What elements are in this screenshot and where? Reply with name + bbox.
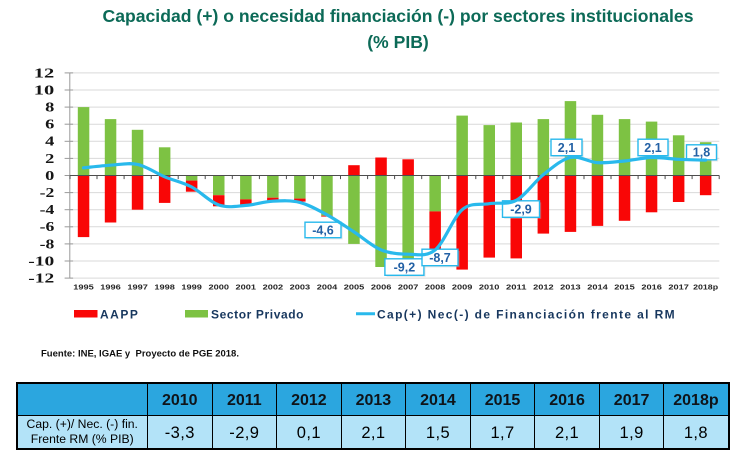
svg-text:4: 4 <box>45 135 54 150</box>
svg-text:2,1: 2,1 <box>558 141 575 155</box>
svg-text:1995: 1995 <box>73 283 94 292</box>
svg-text:6: 6 <box>45 118 54 133</box>
svg-text:2,1: 2,1 <box>644 141 661 155</box>
svg-text:Sector Privado: Sector Privado <box>211 308 304 322</box>
svg-text:-4: -4 <box>40 203 55 218</box>
svg-text:8: 8 <box>45 101 54 116</box>
svg-text:-9,2: -9,2 <box>394 260 416 274</box>
svg-text:2004: 2004 <box>317 283 338 292</box>
svg-text:2002: 2002 <box>263 283 284 292</box>
svg-text:2017: 2017 <box>668 283 689 292</box>
svg-text:10: 10 <box>34 83 55 98</box>
svg-text:-4,6: -4,6 <box>312 223 334 237</box>
svg-text:2013: 2013 <box>560 283 581 292</box>
svg-text:Cap(+) Nec(-) de Financiación: Cap(+) Nec(-) de Financiación frente al … <box>377 308 676 322</box>
svg-text:2003: 2003 <box>290 283 311 292</box>
svg-text:0: 0 <box>45 169 54 184</box>
svg-text:2015: 2015 <box>614 283 635 292</box>
svg-text:-10: -10 <box>28 254 54 269</box>
svg-text:2005: 2005 <box>344 283 365 292</box>
svg-text:2001: 2001 <box>236 283 257 292</box>
svg-text:2018p: 2018p <box>693 283 719 292</box>
svg-text:2014: 2014 <box>587 283 608 292</box>
svg-text:2006: 2006 <box>371 283 392 292</box>
svg-text:2008: 2008 <box>425 283 446 292</box>
svg-text:AAPP: AAPP <box>100 308 139 322</box>
svg-text:1,8: 1,8 <box>693 146 710 160</box>
svg-text:2016: 2016 <box>641 283 662 292</box>
svg-text:1997: 1997 <box>127 283 148 292</box>
svg-text:1999: 1999 <box>181 283 202 292</box>
svg-text:2000: 2000 <box>209 283 230 292</box>
svg-text:12: 12 <box>34 66 55 81</box>
svg-text:1996: 1996 <box>100 283 121 292</box>
svg-text:-6: -6 <box>40 220 55 235</box>
svg-text:2: 2 <box>45 152 54 167</box>
svg-text:2012: 2012 <box>533 283 554 292</box>
svg-text:1998: 1998 <box>154 283 175 292</box>
svg-text:2007: 2007 <box>398 283 419 292</box>
svg-text:-8: -8 <box>40 237 55 252</box>
svg-text:-8,7: -8,7 <box>429 251 451 265</box>
svg-text:2009: 2009 <box>452 283 473 292</box>
svg-text:Fuente: INE, IGAE y Proyecto: Fuente: INE, IGAE y Proyecto de PGE 2018… <box>41 349 239 360</box>
svg-text:2010: 2010 <box>479 283 500 292</box>
svg-text:-12: -12 <box>28 272 54 287</box>
svg-text:-2: -2 <box>40 186 55 201</box>
svg-text:-2,9: -2,9 <box>510 202 532 216</box>
svg-text:2011: 2011 <box>506 283 527 292</box>
